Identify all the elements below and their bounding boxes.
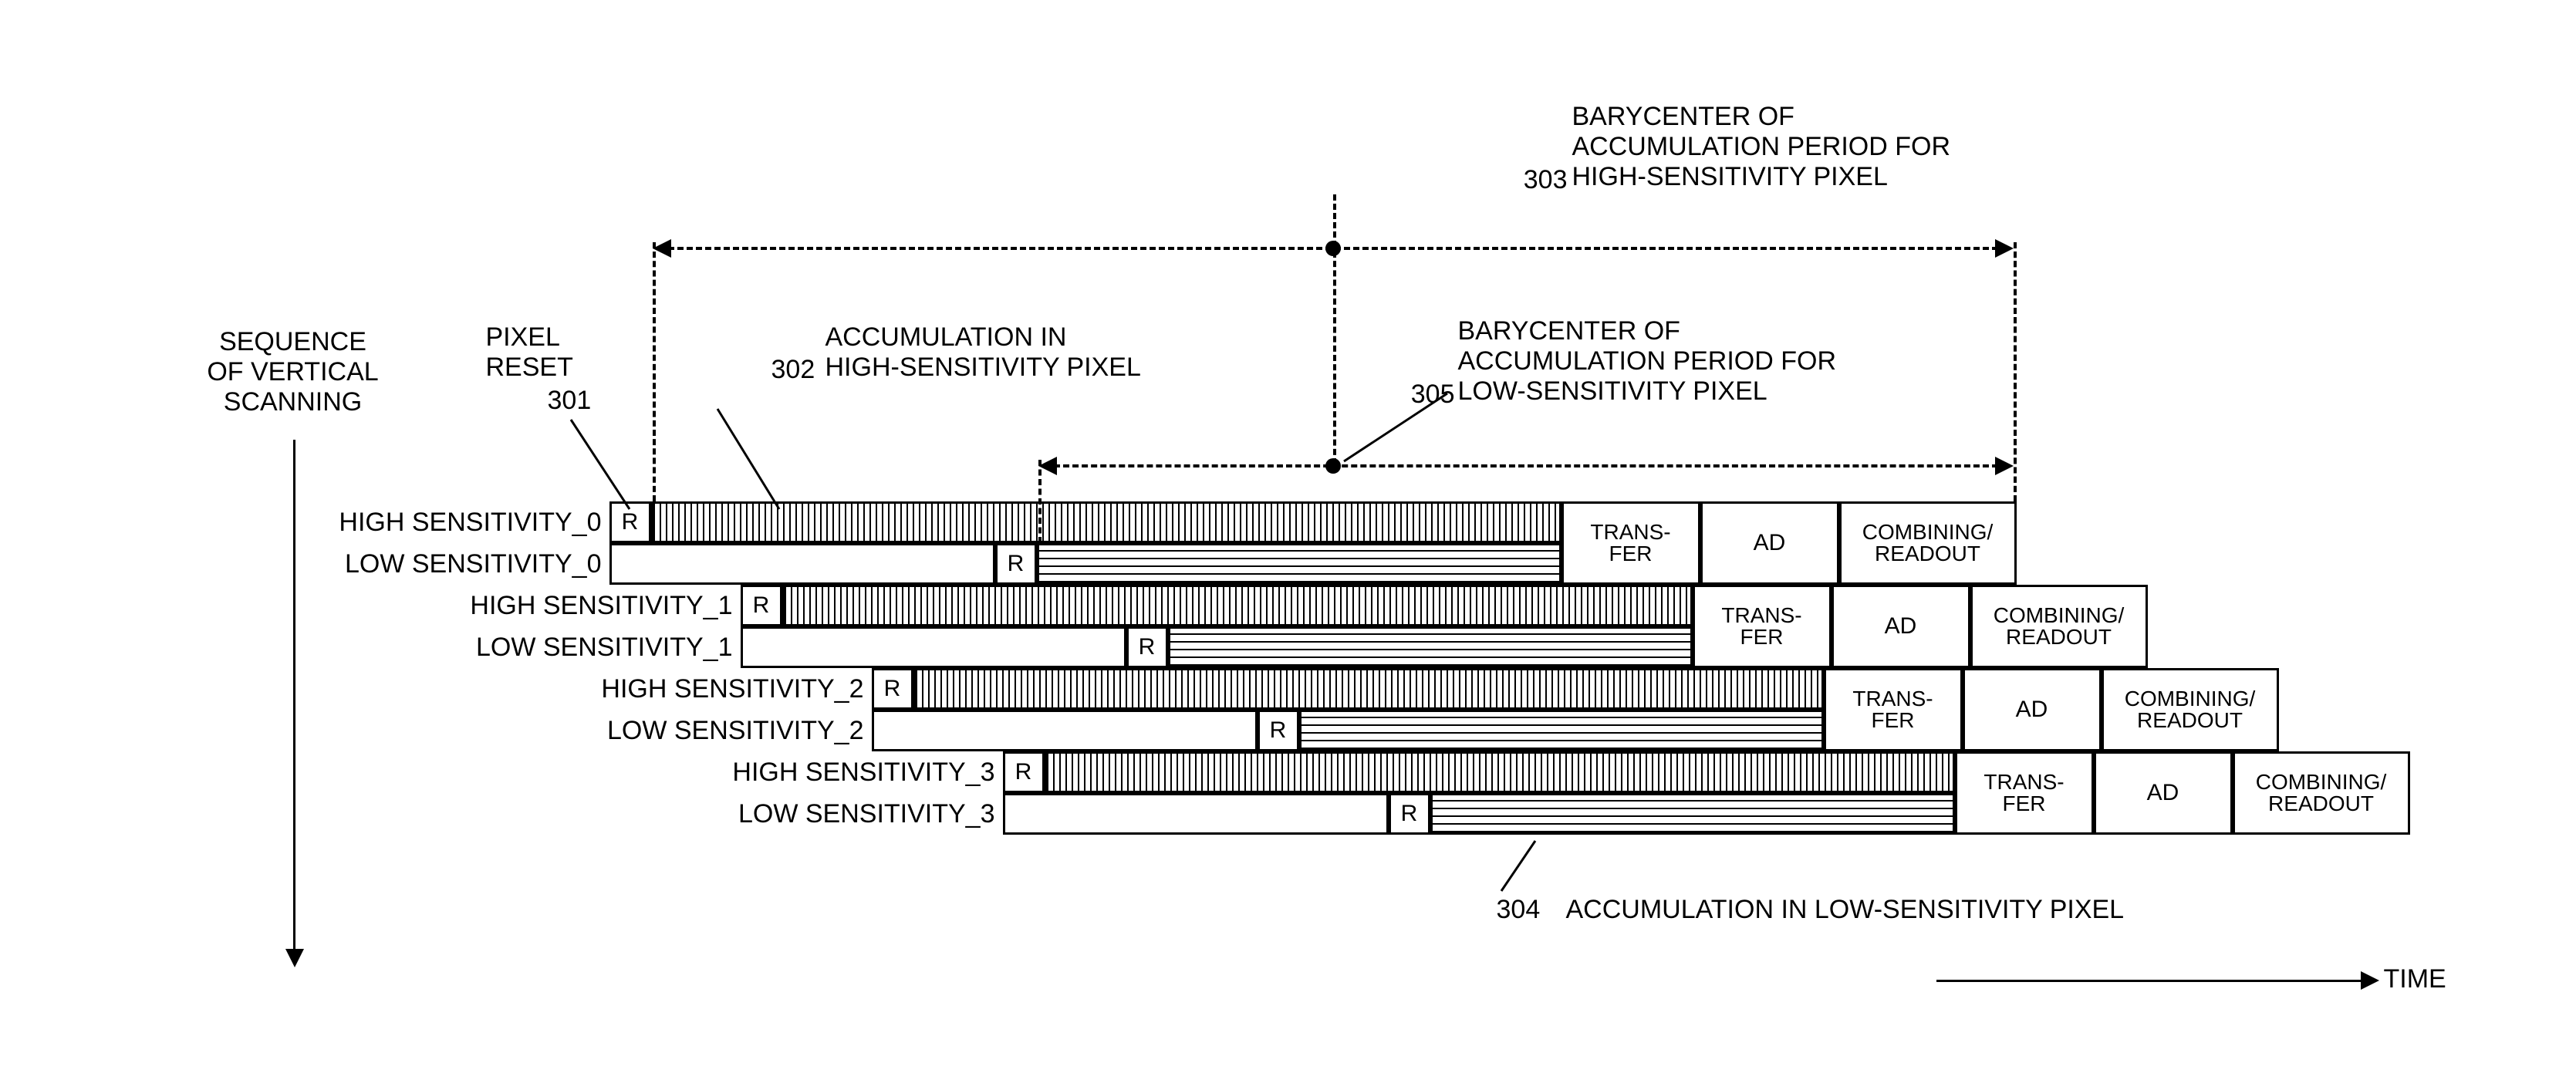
reset-high-3: R [1003,751,1045,793]
transfer-3: TRANS- FER [1955,751,2094,835]
combine-3: COMBINING/ READOUT [2233,751,2410,835]
row-label-high-0: HIGH SENSITIVITY_0 [270,508,602,538]
accum-low-1 [1168,626,1693,668]
accum-high-1 [782,585,1693,626]
ref-303: 303 [1506,165,1568,195]
reset-low-0: R [995,543,1037,585]
combine-2: COMBINING/ READOUT [2102,668,2279,751]
accum-low-3 [1430,793,1955,835]
y-axis-label: SEQUENCE OF VERTICAL SCANNING [193,327,393,417]
accum-low-0 [1037,543,1561,585]
row-label-low-3: LOW SENSITIVITY_3 [663,799,995,829]
transfer-0: TRANS- FER [1561,501,1700,585]
accum-high-3 [1045,751,1955,793]
accum-low-2 [1299,710,1824,751]
reset-high-0: R [609,501,651,543]
ad-2: AD [1963,668,2102,751]
accum-high-0 [651,501,1561,543]
pre-low-3 [1003,793,1389,835]
barycenter-high-label: BARYCENTER OF ACCUMULATION PERIOD FOR HI… [1572,102,1951,192]
ref-301: 301 [548,386,592,416]
ad-3: AD [2094,751,2233,835]
accum-high-label: ACCUMULATION IN HIGH-SENSITIVITY PIXEL [825,322,1141,383]
row-label-low-2: LOW SENSITIVITY_2 [532,716,864,746]
pre-low-1 [741,626,1126,668]
transfer-2: TRANS- FER [1824,668,1963,751]
pre-low-0 [609,543,995,585]
reset-high-2: R [872,668,913,710]
barycenter-low-label: BARYCENTER OF ACCUMULATION PERIOD FOR LO… [1458,316,1837,407]
combine-0: COMBINING/ READOUT [1839,501,2017,585]
ad-0: AD [1700,501,1839,585]
ad-1: AD [1832,585,1970,668]
time-axis-label: TIME [2384,964,2446,994]
reset-low-1: R [1126,626,1168,668]
pre-low-2 [872,710,1258,751]
ref-302: 302 [771,355,815,385]
transfer-1: TRANS- FER [1693,585,1832,668]
row-label-low-0: LOW SENSITIVITY_0 [270,549,602,579]
row-label-high-3: HIGH SENSITIVITY_3 [663,758,995,788]
pixel-reset-label: PIXEL RESET [486,322,573,383]
accum-low-label: ACCUMULATION IN LOW-SENSITIVITY PIXEL [1566,895,2125,925]
row-label-high-2: HIGH SENSITIVITY_2 [532,674,864,704]
row-label-low-1: LOW SENSITIVITY_1 [401,633,733,663]
combine-1: COMBINING/ READOUT [1970,585,2148,668]
reset-low-3: R [1389,793,1430,835]
ref-304: 304 [1497,895,1541,925]
reset-high-1: R [741,585,782,626]
row-label-high-1: HIGH SENSITIVITY_1 [401,591,733,621]
reset-low-2: R [1258,710,1299,751]
accum-high-2 [913,668,1824,710]
